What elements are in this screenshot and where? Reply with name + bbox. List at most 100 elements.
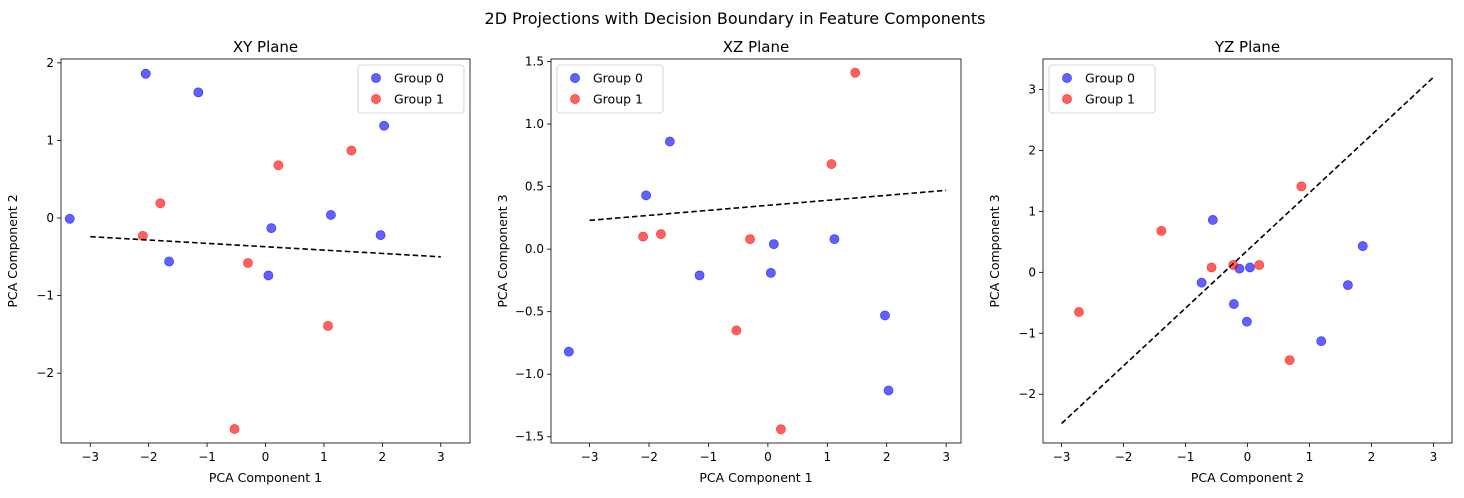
y-tick-label: −2: [36, 366, 54, 380]
x-tick-label: −3: [81, 450, 99, 464]
decision-boundary-line: [589, 189, 947, 222]
x-tick-label: −3: [581, 450, 599, 464]
y-tick-label: 1: [1028, 204, 1036, 218]
legend-label-group-1: Group 1: [1085, 92, 1135, 107]
y-axis-label: PCA Component 3: [987, 194, 1002, 307]
point-group-0: [193, 87, 204, 98]
x-tick-label: −1: [1177, 450, 1195, 464]
point-group-1: [346, 145, 357, 156]
point-group-1: [323, 320, 333, 331]
point-group-0: [64, 213, 75, 224]
point-group-1: [243, 258, 253, 268]
y-tick-label: 3: [1028, 82, 1036, 96]
legend-marker-group-0: [1062, 73, 1072, 83]
point-group-0: [1207, 215, 1218, 225]
x-tick-label: 0: [262, 450, 270, 464]
x-tick-label: −2: [140, 450, 158, 464]
panel-2: XZ Plane −3 −2 −1 0 1 2 3 −1.5 −1.0 −0.5 0.0 0.5 1.0 1…: [495, 38, 962, 485]
point-group-1: [826, 159, 837, 169]
y-tick-label: 0: [46, 211, 54, 225]
x-tick-label: −1: [198, 450, 216, 464]
x-tick-label: −3: [1053, 450, 1071, 464]
point-group-0: [164, 256, 174, 267]
y-tick-label: −2: [1018, 387, 1036, 401]
point-group-0: [829, 234, 840, 245]
legend: Group 0 Group 1: [556, 64, 664, 114]
panel-title: XZ Plane: [723, 38, 789, 56]
point-group-0: [1316, 336, 1327, 347]
x-axis-label: PCA Component 2: [1191, 470, 1304, 485]
point-group-0: [1357, 241, 1368, 252]
point-group-0: [1228, 299, 1239, 309]
point-group-1: [1074, 307, 1084, 317]
point-group-1: [1228, 260, 1239, 270]
point-group-1: [1296, 181, 1307, 192]
legend-label-group-0: Group 0: [394, 71, 444, 86]
point-group-0: [883, 385, 894, 396]
decision-boundary-line: [1061, 76, 1434, 425]
point-group-1: [656, 229, 666, 240]
point-group-0: [263, 270, 274, 281]
y-tick-label: −1: [1018, 326, 1036, 340]
point-group-1: [1156, 225, 1167, 236]
x-tick-label: −2: [1115, 450, 1133, 464]
panel-1: XY Plane −3 −2 −1 0 1 2 3 −2 −1 0 1 2 PCA Component 1…: [5, 38, 471, 485]
x-tick-label: −1: [700, 450, 718, 464]
point-group-0: [880, 310, 890, 321]
point-group-0: [1245, 262, 1255, 273]
legend-frame: [1048, 64, 1156, 114]
point-group-0: [1196, 277, 1207, 288]
y-tick-label: 1.0: [525, 117, 544, 131]
x-axis-label: PCA Component 1: [209, 470, 322, 485]
point-group-0: [694, 270, 705, 281]
legend-marker-group-1: [1062, 94, 1072, 104]
legend: Group 0 Group 1: [1048, 64, 1156, 114]
x-tick-label: 0: [764, 450, 772, 464]
point-group-1: [1254, 260, 1265, 270]
point-group-1: [1284, 355, 1295, 366]
axes-frame: [60, 58, 471, 444]
y-tick-label: −1: [36, 289, 54, 303]
point-group-0: [326, 210, 336, 220]
legend-label-group-0: Group 0: [1085, 71, 1135, 86]
legend-label-group-1: Group 1: [394, 92, 444, 107]
point-group-0: [140, 68, 151, 79]
decision-boundary-line: [90, 235, 441, 258]
point-group-1: [776, 424, 786, 435]
point-group-1: [273, 160, 284, 171]
legend-marker-group-0: [570, 73, 580, 83]
y-tick-label: 1: [46, 133, 54, 147]
point-group-1: [731, 325, 742, 336]
point-group-1: [1206, 262, 1217, 273]
y-tick-label: 0: [1028, 265, 1036, 279]
y-tick-label: 1.5: [525, 55, 544, 69]
point-group-1: [155, 198, 166, 209]
x-tick-label: 1: [823, 450, 831, 464]
x-tick-label: 2: [1368, 450, 1376, 464]
panel-title: XY Plane: [233, 38, 298, 56]
x-tick-label: 3: [942, 450, 950, 464]
legend-label-group-0: Group 0: [593, 71, 643, 86]
y-axis-label: PCA Component 3: [495, 194, 510, 307]
point-group-1: [850, 67, 861, 78]
y-tick-label: 2: [46, 56, 54, 70]
panel-title: YZ Plane: [1214, 38, 1280, 56]
point-group-0: [375, 230, 386, 240]
point-group-1: [229, 424, 240, 434]
figure-title: 2D Projections with Decision Boundary in…: [485, 9, 986, 28]
y-tick-label: 2: [1028, 143, 1036, 157]
x-axis-label: PCA Component 1: [699, 470, 812, 485]
legend-label-group-1: Group 1: [593, 92, 643, 107]
point-group-0: [266, 223, 277, 234]
x-tick-label: 1: [320, 450, 328, 464]
x-tick-label: 2: [379, 450, 387, 464]
point-group-0: [641, 190, 651, 201]
x-tick-label: 0: [1244, 450, 1252, 464]
y-tick-label: 0.5: [525, 180, 544, 194]
legend: Group 0 Group 1: [357, 64, 465, 114]
legend-frame: [556, 64, 664, 114]
point-group-0: [664, 136, 675, 147]
panel-3: YZ Plane −3 −2 −1 0 1 2 3 −2 −1 0 1 2 3 PCA Component …: [987, 38, 1453, 485]
legend-marker-group-1: [371, 94, 381, 104]
